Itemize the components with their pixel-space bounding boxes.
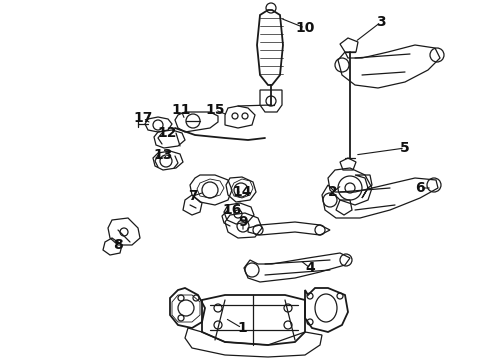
Text: 1: 1 bbox=[237, 321, 247, 335]
Text: 7: 7 bbox=[188, 189, 198, 203]
Text: 6: 6 bbox=[415, 181, 425, 195]
Text: 17: 17 bbox=[133, 111, 153, 125]
Text: 15: 15 bbox=[205, 103, 225, 117]
Text: 3: 3 bbox=[376, 15, 386, 29]
Text: 9: 9 bbox=[238, 215, 248, 229]
Text: 2: 2 bbox=[328, 185, 338, 199]
Text: 10: 10 bbox=[295, 21, 315, 35]
Text: 4: 4 bbox=[305, 261, 315, 275]
Text: 11: 11 bbox=[171, 103, 191, 117]
Text: 8: 8 bbox=[113, 238, 123, 252]
Text: 5: 5 bbox=[400, 141, 410, 155]
Text: 12: 12 bbox=[157, 126, 177, 140]
Text: 16: 16 bbox=[222, 203, 242, 217]
Text: 14: 14 bbox=[232, 185, 252, 199]
Text: 13: 13 bbox=[153, 148, 172, 162]
